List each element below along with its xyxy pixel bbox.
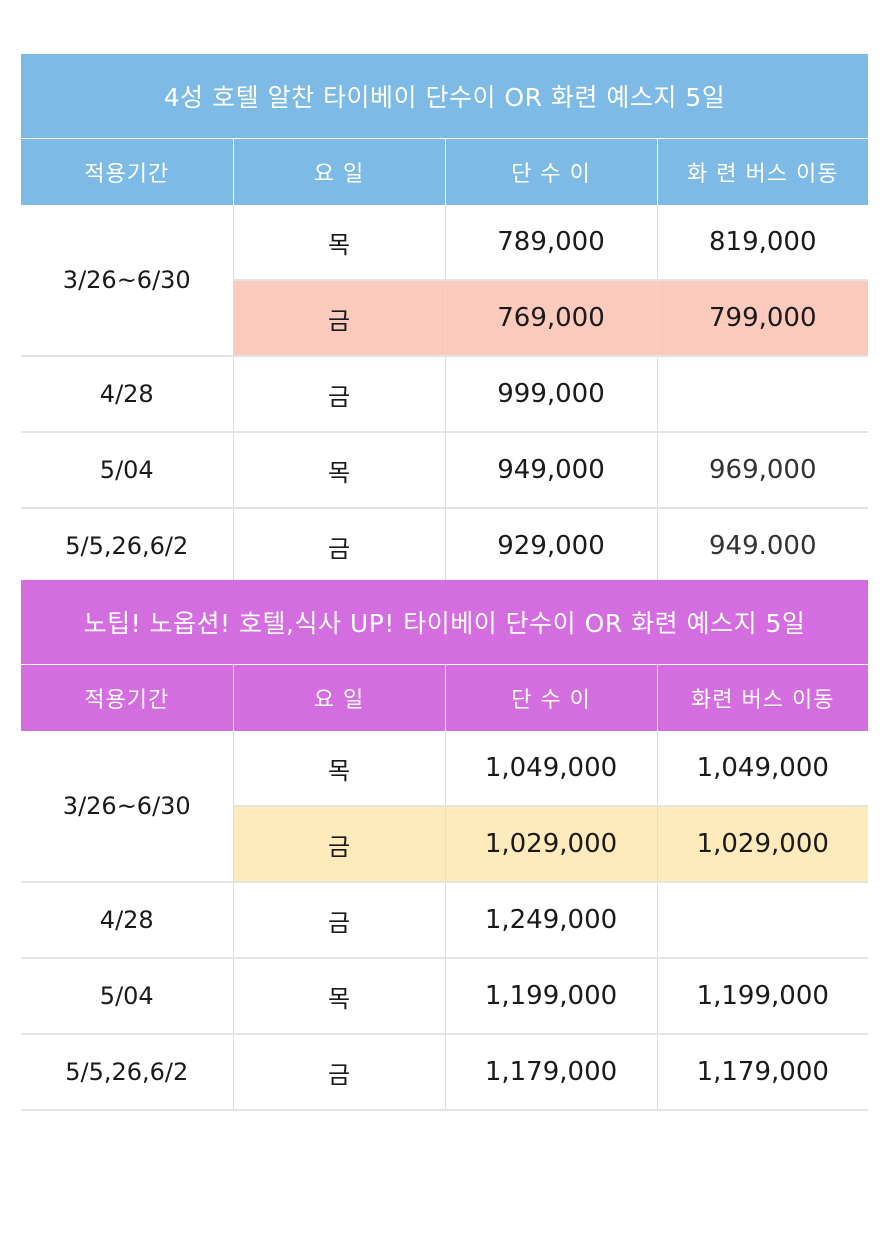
table-row-highlight: 금 1,029,000 1,029,000 (21, 806, 868, 883)
day-cell: 금 (233, 280, 446, 357)
hualien-price (657, 356, 868, 433)
table-row-highlight: 금 769,000 799,000 (21, 280, 868, 357)
danshui-price: 1,179,000 (445, 1034, 658, 1111)
period-cell: 3/26~6/30 (21, 731, 234, 883)
hualien-price (657, 882, 868, 959)
header-period: 적용기간 (21, 664, 234, 731)
period-cell: 5/5,26,6/2 (21, 508, 234, 585)
period-cell: 4/28 (21, 356, 234, 433)
header-danshui: 단 수 이 (445, 138, 658, 205)
day-cell: 금 (233, 356, 446, 433)
header-day: 요 일 (233, 664, 446, 731)
day-cell: 금 (233, 882, 446, 959)
price-table-4star: 4성 호텔 알찬 타이베이 단수이 OR 화련 예스지 5일 적용기간 요 일 … (21, 54, 868, 585)
period-cell: 4/28 (21, 882, 234, 959)
hualien-price: 1,029,000 (657, 806, 868, 883)
header-hualien: 화련 버스 이동 (657, 664, 868, 731)
day-cell: 금 (233, 806, 446, 883)
header-hualien: 화 련 버스 이동 (657, 138, 868, 205)
hualien-price: 799,000 (657, 280, 868, 357)
period-cell: 3/26~6/30 (21, 205, 234, 357)
period-cell: 5/5,26,6/2 (21, 1034, 234, 1111)
table-row: 3/26~6/30 목 1,049,000 1,049,000 (21, 731, 868, 883)
danshui-price: 1,199,000 (445, 958, 658, 1035)
day-cell: 목 (233, 731, 446, 807)
hualien-price: 969,000 (657, 432, 868, 509)
header-period: 적용기간 (21, 138, 234, 205)
hualien-price: 949.000 (657, 508, 868, 585)
table-row: 4/28 금 1,249,000 (21, 882, 868, 959)
danshui-price: 1,029,000 (445, 806, 658, 883)
table-row: 5/5,26,6/2 금 1,179,000 1,179,000 (21, 1034, 868, 1111)
danshui-price: 1,049,000 (445, 731, 658, 807)
danshui-price: 789,000 (445, 205, 658, 281)
header-danshui: 단 수 이 (445, 664, 658, 731)
danshui-price: 769,000 (445, 280, 658, 357)
day-cell: 금 (233, 508, 446, 585)
danshui-price: 949,000 (445, 432, 658, 509)
day-cell: 목 (233, 958, 446, 1035)
table-row: 4/28 금 999,000 (21, 356, 868, 433)
hualien-price: 1,049,000 (657, 731, 868, 807)
period-cell: 5/04 (21, 958, 234, 1035)
danshui-price: 929,000 (445, 508, 658, 585)
hualien-price: 1,199,000 (657, 958, 868, 1035)
table-row: 5/04 목 1,199,000 1,199,000 (21, 958, 868, 1035)
table-row: 3/26~6/30 목 789,000 819,000 (21, 205, 868, 357)
hualien-price: 1,179,000 (657, 1034, 868, 1111)
period-cell: 5/04 (21, 432, 234, 509)
danshui-price: 999,000 (445, 356, 658, 433)
header-day: 요 일 (233, 138, 446, 205)
price-table-premium: 노팁! 노옵션! 호텔,식사 UP! 타이베이 단수이 OR 화련 예스지 5일… (21, 580, 868, 1111)
day-cell: 목 (233, 205, 446, 281)
table-title: 노팁! 노옵션! 호텔,식사 UP! 타이베이 단수이 OR 화련 예스지 5일 (21, 580, 868, 665)
table-row: 5/5,26,6/2 금 929,000 949.000 (21, 508, 868, 585)
hualien-price: 819,000 (657, 205, 868, 281)
danshui-price: 1,249,000 (445, 882, 658, 959)
table-title: 4성 호텔 알찬 타이베이 단수이 OR 화련 예스지 5일 (21, 54, 868, 139)
day-cell: 목 (233, 432, 446, 509)
day-cell: 금 (233, 1034, 446, 1111)
table-row: 5/04 목 949,000 969,000 (21, 432, 868, 509)
